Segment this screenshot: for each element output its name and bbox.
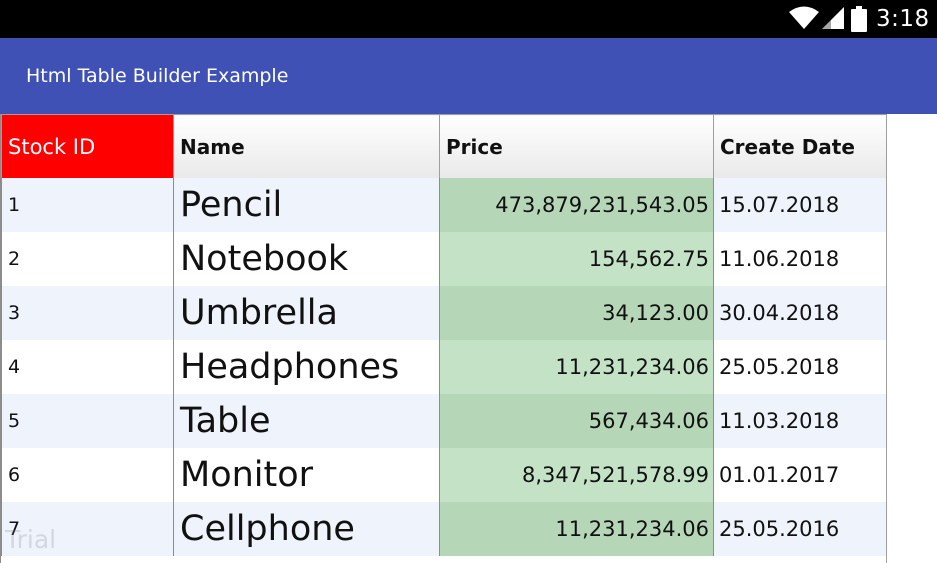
table-row: 1 Pencil 473,879,231,543.05 15.07.2018 (1, 178, 887, 232)
cell-price: 11,231,234.06 (439, 502, 714, 556)
cell-price: 567,434.06 (439, 394, 714, 448)
cell-create-date: 15.07.2018 (713, 178, 887, 232)
table-webview[interactable]: Stock ID Name Price Create Date 1 Pencil… (0, 114, 937, 563)
cell-stock-id: 3 (1, 286, 174, 340)
app-title: Html Table Builder Example (26, 65, 289, 87)
table-row: 6 Monitor 8,347,521,578.99 01.01.2017 (1, 448, 887, 502)
cell-price: 34,123.00 (439, 286, 714, 340)
column-header-name: Name (173, 114, 440, 178)
table-row: 7 Cellphone 11,231,234.06 25.05.2016 (1, 502, 887, 556)
cell-create-date: 11.03.2018 (713, 394, 887, 448)
table-row: 5 Table 567,434.06 11.03.2018 (1, 394, 887, 448)
cell-name: Pencil (173, 178, 440, 232)
cell-create-date: 25.05.2018 (713, 340, 887, 394)
app-bar: Html Table Builder Example (0, 38, 937, 114)
cell-stock-id: 2 (1, 232, 174, 286)
table-row: 2 Notebook 154,562.75 11.06.2018 (1, 232, 887, 286)
table-header-row: Stock ID Name Price Create Date (1, 114, 887, 178)
cell-name: Notebook (173, 232, 440, 286)
battery-icon (851, 6, 867, 32)
cell-name: Cellphone (173, 502, 440, 556)
cell-create-date: 25.05.2016 (713, 502, 887, 556)
status-clock: 3:18 (876, 6, 930, 32)
cell-stock-id: 7 (1, 502, 174, 556)
cell-name: Monitor (173, 448, 440, 502)
cell-price: 154,562.75 (439, 232, 714, 286)
table-row: 4 Headphones 11,231,234.06 25.05.2018 (1, 340, 887, 394)
column-header-price: Price (439, 114, 714, 178)
cell-create-date: 30.04.2018 (713, 286, 887, 340)
cell-price: 473,879,231,543.05 (439, 178, 714, 232)
cell-stock-id: 4 (1, 340, 174, 394)
signal-icon (822, 7, 844, 29)
status-bar: 3:18 (0, 0, 937, 38)
wifi-icon (789, 6, 819, 29)
cell-price: 11,231,234.06 (439, 340, 714, 394)
stock-table: Stock ID Name Price Create Date 1 Pencil… (1, 114, 887, 556)
cell-create-date: 01.01.2017 (713, 448, 887, 502)
cell-stock-id: 6 (1, 448, 174, 502)
cell-name: Table (173, 394, 440, 448)
table-right-border (886, 114, 887, 563)
column-header-create-date: Create Date (713, 114, 887, 178)
cell-price: 8,347,521,578.99 (439, 448, 714, 502)
cell-name: Umbrella (173, 286, 440, 340)
table-row: 3 Umbrella 34,123.00 30.04.2018 (1, 286, 887, 340)
cell-stock-id: 1 (1, 178, 174, 232)
cell-create-date: 11.06.2018 (713, 232, 887, 286)
column-header-stock-id: Stock ID (1, 114, 174, 178)
cell-name: Headphones (173, 340, 440, 394)
table-left-border (0, 114, 1, 563)
cell-stock-id: 5 (1, 394, 174, 448)
